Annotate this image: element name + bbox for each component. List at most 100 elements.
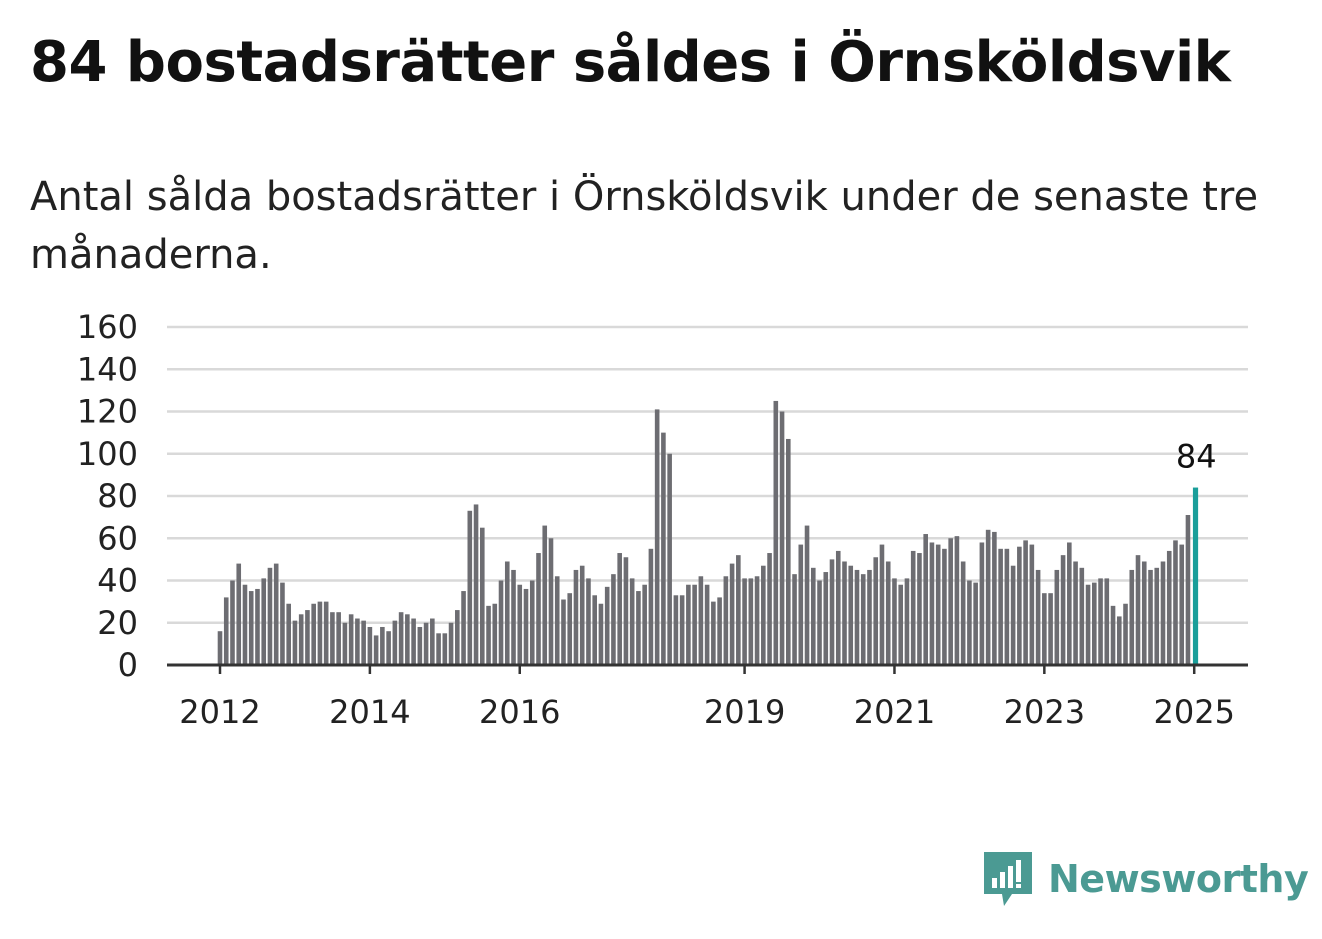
bar (261, 578, 267, 665)
bar (536, 553, 541, 665)
bar (998, 548, 1003, 665)
bar (467, 510, 473, 665)
chart-title: 84 bostadsrätter såldes i Örnsköldsvik (30, 30, 1231, 95)
bar (423, 622, 429, 665)
bar (1023, 540, 1028, 665)
bar (954, 536, 960, 665)
x-tick-label: 2016 (479, 693, 560, 731)
bar (892, 578, 897, 665)
bar (686, 584, 691, 665)
bar (298, 614, 304, 665)
y-tick-label: 100 (77, 435, 138, 473)
bar (1123, 603, 1128, 665)
bar (761, 565, 766, 665)
y-tick-label: 40 (97, 562, 138, 600)
bar (230, 580, 235, 665)
bar (723, 576, 729, 665)
y-tick-label: 140 (77, 350, 138, 388)
y-tick-label: 0 (118, 646, 138, 684)
bar (829, 559, 835, 666)
bar (773, 400, 779, 665)
bar (985, 529, 991, 665)
bar (461, 591, 466, 665)
bar (255, 588, 260, 665)
gridlines (167, 325, 1248, 624)
bar (754, 576, 760, 665)
bar (280, 582, 285, 665)
bar (598, 603, 604, 665)
bar (960, 561, 966, 665)
bar (348, 614, 354, 665)
bar (1042, 593, 1047, 665)
bar (729, 563, 735, 665)
bar (455, 610, 460, 665)
bar (823, 572, 829, 665)
bar (542, 525, 548, 665)
bar (273, 563, 279, 665)
bar (386, 631, 391, 665)
bar (636, 591, 641, 665)
bar (817, 580, 822, 665)
bar (1148, 569, 1153, 665)
bar (236, 563, 242, 665)
bar (1116, 616, 1122, 665)
bar (529, 580, 535, 665)
chart-subtitle: Antal sålda bostadsrätter i Örnsköldsvik… (30, 174, 1259, 278)
bar (305, 610, 310, 665)
x-tick-label: 2014 (329, 693, 410, 731)
bar (286, 603, 291, 665)
bar (442, 633, 448, 665)
bar (367, 626, 373, 665)
bar (848, 565, 854, 665)
bar (573, 569, 579, 665)
bar (392, 620, 398, 665)
bar (1098, 578, 1103, 665)
bar (742, 578, 747, 665)
bar (361, 620, 366, 665)
bar (554, 576, 560, 665)
bar (748, 578, 754, 665)
bar (448, 622, 454, 665)
brand-name: Newsworthy (1048, 857, 1309, 901)
bar (1048, 593, 1053, 665)
bar (1166, 550, 1172, 665)
bar (311, 603, 316, 665)
bar (1141, 561, 1147, 665)
bar (942, 548, 947, 665)
bar (917, 553, 922, 665)
bar (736, 555, 741, 665)
bar (654, 409, 660, 665)
bar (867, 569, 872, 665)
bar (1173, 540, 1178, 665)
bar (561, 599, 566, 665)
bar (436, 633, 441, 665)
bar (923, 534, 928, 665)
y-axis-labels: 0 20 40 60 80 100 120 140 160 (77, 308, 138, 684)
bar (629, 578, 635, 665)
bar (548, 538, 554, 665)
bar (242, 584, 248, 665)
bar (673, 595, 679, 665)
bar (704, 584, 710, 665)
bars (217, 400, 1199, 666)
bar (1004, 548, 1010, 665)
bar (355, 618, 360, 665)
bar (373, 635, 379, 665)
bar (1110, 605, 1116, 665)
bar (1085, 584, 1091, 665)
bar (904, 578, 910, 665)
bar (473, 504, 479, 665)
newsworthy-logo-icon (984, 852, 1032, 906)
bar (642, 584, 647, 665)
bar (873, 557, 879, 665)
bar (1179, 544, 1185, 665)
bar (1135, 555, 1141, 665)
bar (804, 525, 810, 665)
bar (854, 569, 860, 665)
bar (486, 605, 491, 665)
bar (667, 453, 672, 665)
x-tick-label: 2021 (854, 693, 935, 731)
bar (323, 601, 329, 666)
x-tick-label: 2023 (1004, 693, 1085, 731)
